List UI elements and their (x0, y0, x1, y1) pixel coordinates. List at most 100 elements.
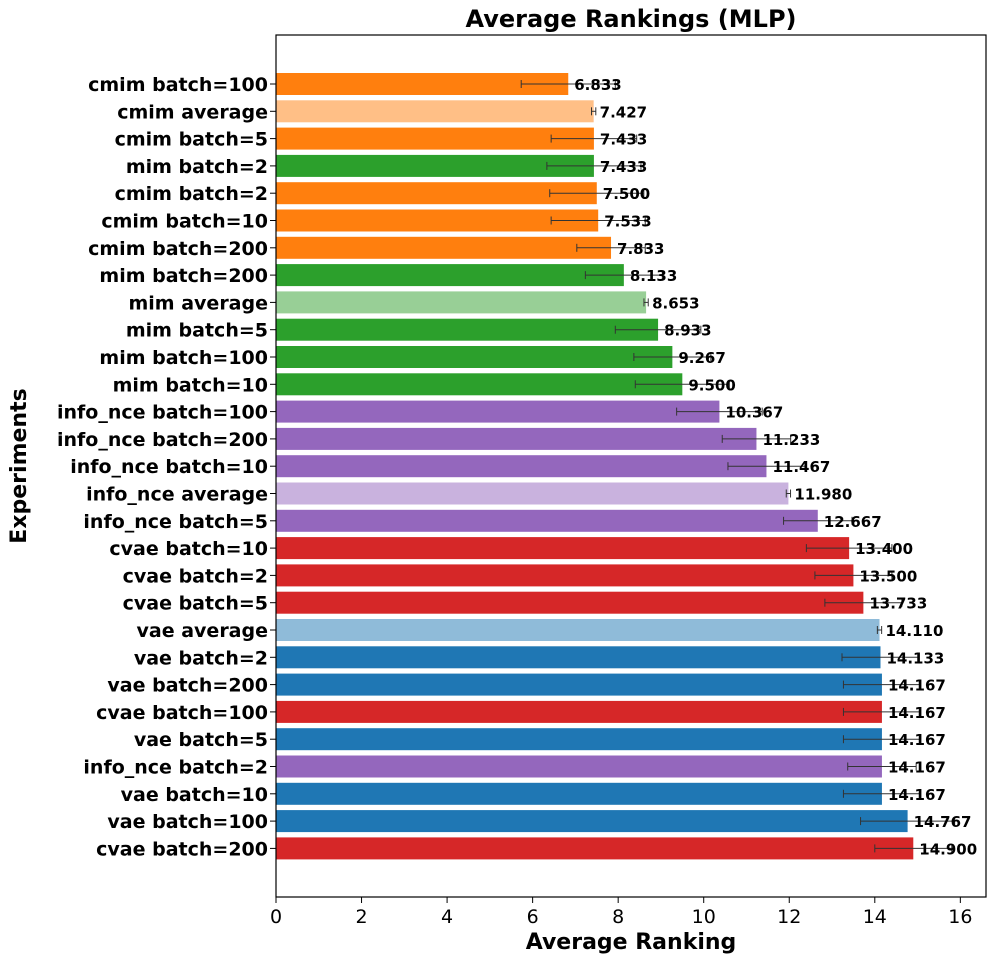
bar (276, 154, 594, 177)
bar (276, 646, 881, 669)
bar (276, 782, 882, 805)
bar (276, 127, 594, 150)
bar (276, 810, 908, 833)
category-label: info_nce batch=10 (70, 456, 268, 478)
category-label: cvae batch=200 (96, 838, 268, 860)
chart-title: Average Rankings (MLP) (465, 5, 796, 33)
value-label: 6.833 (574, 76, 621, 94)
bar (276, 728, 882, 751)
category-label: cmim batch=5 (115, 129, 268, 151)
x-tick-label: 16 (948, 906, 972, 928)
plot-frame (275, 34, 987, 898)
value-label: 13.500 (859, 567, 917, 585)
x-tick-label: 10 (692, 906, 716, 928)
value-label: 8.133 (630, 267, 677, 285)
value-label: 14.110 (886, 622, 944, 640)
value-label: 14.767 (914, 813, 972, 831)
bar (276, 209, 599, 232)
value-label: 7.833 (617, 240, 664, 258)
bar (276, 318, 659, 341)
value-label: 14.133 (886, 649, 944, 667)
category-label: cmim batch=10 (101, 211, 268, 233)
category-label: cmim batch=2 (115, 183, 268, 205)
category-label: vae batch=200 (107, 675, 268, 697)
value-label: 13.733 (869, 595, 927, 613)
x-tick-label: 14 (863, 906, 887, 928)
value-label: 9.500 (688, 376, 735, 394)
value-label: 7.433 (600, 131, 647, 149)
category-label: cmim batch=200 (88, 238, 268, 260)
bar (276, 564, 854, 587)
category-label: mim batch=100 (99, 347, 268, 369)
value-label: 8.933 (664, 322, 711, 340)
x-tick-label: 6 (527, 906, 539, 928)
value-label: 14.167 (888, 731, 946, 749)
category-label: cmim average (117, 101, 268, 123)
category-label: cvae batch=100 (96, 702, 268, 724)
bar (276, 182, 597, 205)
bar (276, 755, 882, 778)
category-label: mim average (129, 292, 269, 314)
category-label: vae batch=5 (134, 729, 268, 751)
category-label: vae average (137, 620, 268, 642)
category-label: cvae batch=5 (123, 593, 268, 615)
y-axis-label: Experiments (7, 388, 32, 543)
x-tick-label: 2 (355, 906, 367, 928)
category-label: info_nce batch=2 (83, 757, 268, 779)
value-label: 7.427 (600, 103, 647, 121)
x-tick-label: 0 (270, 906, 282, 928)
category-label: info_nce batch=200 (57, 429, 268, 451)
x-axis-label: Average Ranking (526, 930, 737, 955)
value-label: 11.980 (794, 486, 852, 504)
value-label: 13.400 (855, 540, 913, 558)
value-label: 8.653 (652, 294, 699, 312)
value-label: 11.233 (762, 431, 820, 449)
value-label: 10.367 (725, 404, 783, 422)
category-label: vae batch=10 (121, 784, 268, 806)
category-label: info_nce batch=100 (57, 402, 268, 424)
category-label: vae batch=2 (134, 647, 268, 669)
value-label: 14.167 (888, 786, 946, 804)
x-tick-label: 12 (777, 906, 801, 928)
category-label: mim batch=5 (126, 320, 268, 342)
bar (276, 236, 612, 259)
value-label: 12.667 (824, 513, 882, 531)
bar (276, 73, 569, 95)
category-label: cvae batch=10 (109, 538, 268, 560)
category-label: cmim batch=100 (88, 74, 268, 96)
bar (276, 700, 882, 723)
plot-area: 0 2 4 6 8 10 12 14 16 cmim batch=100 6.833 cmim ave… (57, 73, 977, 928)
bar (276, 373, 683, 396)
bar (276, 537, 850, 560)
x-tick-label: 4 (441, 906, 453, 928)
bar (276, 264, 624, 287)
bar (276, 509, 818, 532)
x-tick-label: 8 (612, 906, 624, 928)
category-label: cvae batch=2 (123, 565, 268, 587)
value-label: 14.167 (888, 704, 946, 722)
value-label: 7.500 (603, 185, 650, 203)
value-label: 14.900 (919, 840, 977, 858)
category-label: vae batch=100 (107, 811, 268, 833)
value-label: 7.533 (604, 213, 651, 231)
bar (276, 346, 673, 368)
bar (276, 837, 914, 860)
value-label: 14.167 (888, 759, 946, 777)
bar (276, 400, 720, 423)
value-label: 9.267 (678, 349, 725, 367)
bar (276, 455, 767, 478)
category-label: mim batch=10 (113, 374, 268, 396)
category-label: mim batch=2 (126, 156, 268, 178)
bar (276, 673, 882, 696)
bar (276, 619, 880, 641)
value-label: 7.433 (600, 158, 647, 176)
value-label: 14.167 (888, 677, 946, 695)
category-label: mim batch=200 (99, 265, 268, 287)
bar (276, 591, 864, 614)
bar (276, 291, 647, 314)
category-label: info_nce average (86, 484, 268, 506)
value-label: 11.467 (772, 458, 830, 476)
bar (276, 100, 594, 123)
category-label: info_nce batch=5 (83, 511, 268, 533)
